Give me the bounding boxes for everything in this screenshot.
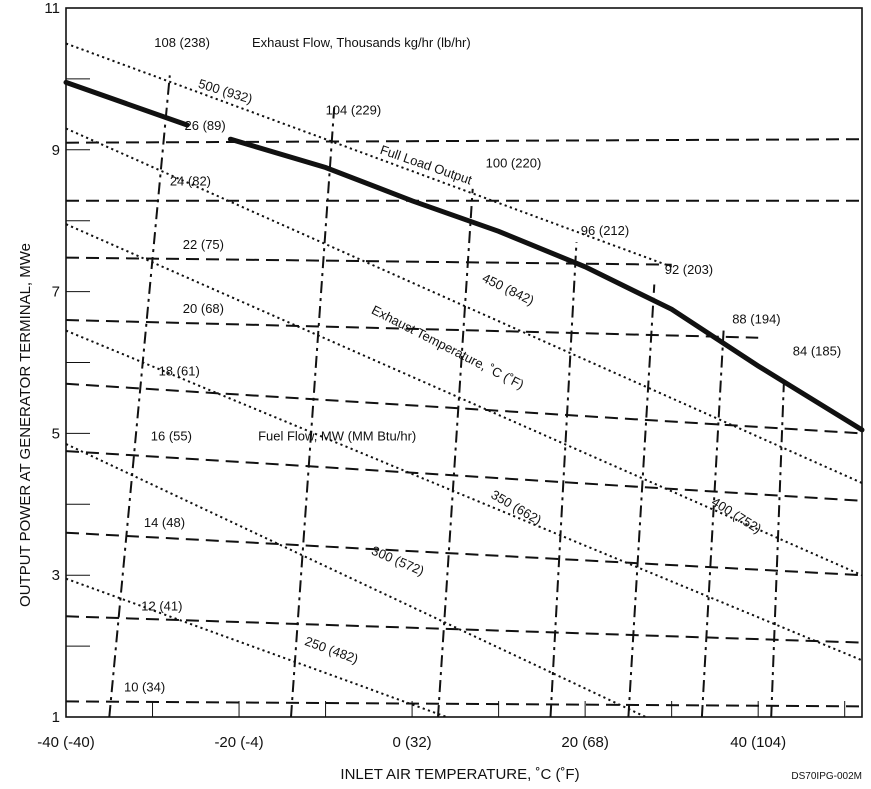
full-load-output-line [63, 79, 865, 433]
exhaust-temperature-label: 300 (572) [369, 543, 426, 579]
exhaust-flow-line [700, 330, 725, 718]
fuel-flow-line [65, 531, 863, 577]
x-tick-label: 20 (68) [561, 734, 609, 751]
full-load-segment [63, 79, 190, 128]
exhaust-flow-label: 100 (220) [486, 156, 542, 171]
exhaust-flow-line [437, 188, 474, 718]
fuel-flow-label: 20 (68) [183, 301, 224, 316]
exhaust-flow-label: 104 (229) [326, 102, 382, 117]
exhaust-temperature-lines [65, 42, 863, 718]
exhaust-flow-lines [108, 75, 786, 718]
fuel-flow-line [65, 319, 759, 339]
exhaust-flow-label: 92 (203) [665, 262, 713, 277]
exhaust-temperature-label: 450 (842) [480, 270, 537, 308]
fuel-flow-label: 14 (48) [144, 515, 185, 530]
fuel-flow-line [65, 138, 863, 144]
fuel-flow-lines [65, 138, 863, 708]
exhaust-flow-label: 96 (212) [581, 223, 629, 238]
y-tick-label: 9 [52, 142, 60, 159]
exhaust-temperature-label: 400 (752) [709, 494, 764, 536]
exhaust-temperature-line [65, 127, 863, 484]
fuel-flow-label: 22 (75) [183, 237, 224, 252]
axis-ticks: -40 (-40) -20 (-4) 0 (32) 20 (68) 40 (104) 1 3… [37, 0, 846, 751]
fuel-flow-title: Fuel Flow, MW (MM Btu/hr) [258, 428, 416, 443]
x-tick-label: -20 (-4) [214, 734, 263, 751]
exhaust-flow-line [627, 284, 656, 718]
fuel-flow-label: 10 (34) [124, 679, 165, 694]
exhaust-flow-line [108, 75, 171, 718]
exhaust-temperature-label: 250 (482) [303, 633, 360, 666]
exhaust-flow-label: 108 (238) [154, 35, 210, 50]
y-tick-label: 5 [52, 425, 60, 442]
fuel-flow-label: 18 (61) [159, 363, 200, 378]
fuel-flow-line [65, 450, 863, 502]
exhaust-temperature-title: Exhaust Temperature, ˚C (˚F) [369, 302, 526, 392]
y-tick-label: 3 [52, 567, 60, 584]
exhaust-temperature-line [65, 443, 647, 718]
exhaust-temperature-line [65, 223, 863, 577]
exhaust-flow-line [549, 241, 578, 718]
fuel-flow-label: 16 (55) [151, 428, 192, 443]
exhaust-temperature-label: 500 (932) [197, 76, 255, 107]
fuel-flow-label: 26 (89) [185, 118, 226, 133]
y-tick-label: 7 [52, 284, 60, 301]
x-tick-label: 0 (32) [392, 734, 431, 751]
exhaust-flow-title: Exhaust Flow, Thousands kg/hr (lb/hr) [252, 35, 471, 50]
exhaust-temperature-line [65, 329, 863, 662]
y-tick-label: 11 [44, 0, 60, 17]
line-labels: 108 (238) Exhaust Flow, Thousands kg/hr (… [124, 35, 841, 694]
exhaust-temperature-label: 350 (662) [488, 487, 544, 528]
exhaust-flow-line [290, 107, 336, 718]
fuel-flow-line [65, 615, 863, 644]
full-load-segment [227, 136, 865, 433]
exhaust-flow-line [770, 376, 786, 718]
x-tick-label: -40 (-40) [37, 734, 95, 751]
fuel-flow-line [65, 382, 863, 435]
exhaust-temperature-line [65, 577, 448, 718]
figure-code-label: DS70IPG-002M [791, 771, 862, 782]
exhaust-flow-label: 84 (185) [793, 343, 841, 358]
fuel-flow-label: 12 (41) [141, 599, 182, 614]
y-tick-label: 1 [52, 709, 60, 726]
fuel-flow-line [65, 700, 863, 708]
x-axis-title: INLET AIR TEMPERATURE, ˚C (˚F) [340, 766, 579, 783]
exhaust-flow-label: 88 (194) [732, 312, 780, 327]
fuel-flow-label: 24 (82) [170, 173, 211, 188]
x-tick-label: 40 (104) [730, 734, 786, 751]
y-axis-title: OUTPUT POWER AT GENERATOR TERMINAL, MWe [17, 243, 34, 607]
